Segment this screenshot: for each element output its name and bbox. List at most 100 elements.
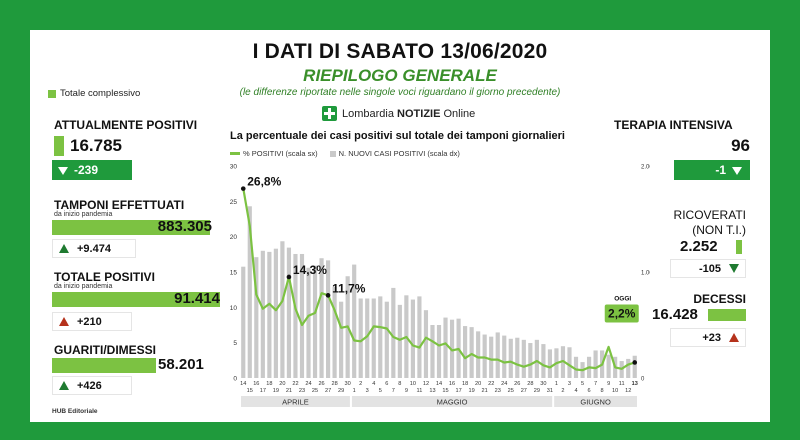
totale-positivi-label: TOTALE POSITIVI (54, 270, 155, 284)
x-tick-label: 1 (555, 381, 558, 387)
decessi-bar (708, 309, 746, 321)
bar-nuovi-casi (247, 206, 252, 378)
bar-nuovi-casi (378, 296, 383, 378)
y-right-tick-label: 1.000 (641, 271, 650, 277)
ricoverati-bar (736, 240, 742, 254)
chart-title: La percentuale dei casi positivi sul tot… (230, 130, 565, 142)
bar-nuovi-casi (573, 356, 579, 378)
y-right-tick-label: 2.000 (641, 165, 650, 171)
bar-nuovi-casi (482, 334, 487, 378)
x-tick-label: 11 (417, 388, 423, 394)
line-positivi-percent (242, 188, 636, 372)
x-tick-label: 1 (353, 388, 356, 394)
attualmente-positivi-label: ATTUALMENTE POSITIVI (54, 118, 198, 132)
x-tick-label: 2 (561, 388, 564, 394)
bar-nuovi-casi (521, 339, 526, 378)
x-tick-label: 15 (247, 388, 253, 394)
decessi-label: DECESSI (693, 292, 746, 306)
month-label: MAGGIO (437, 398, 468, 407)
bar-nuovi-casi (260, 250, 265, 378)
bar-nuovi-casi (384, 301, 389, 378)
bar-nuovi-casi (567, 347, 572, 378)
x-tick-label: 21 (286, 388, 292, 394)
bar-nuovi-casi (306, 267, 311, 378)
x-tick-label: 17 (260, 388, 266, 394)
bar-nuovi-casi (430, 325, 435, 378)
x-tick-label: 24 (305, 381, 311, 387)
attualmente-positivi-bar (54, 136, 64, 156)
arrow-up-icon (59, 244, 69, 253)
x-tick-label: 10 (612, 388, 618, 394)
x-tick-label: 6 (385, 381, 388, 387)
bar-nuovi-casi (593, 350, 598, 378)
x-tick-label: 22 (488, 381, 494, 387)
bar-nuovi-casi (319, 258, 324, 378)
y-left-tick-label: 25 (230, 199, 238, 206)
x-tick-label: 8 (601, 388, 604, 394)
month-label: APRILE (282, 398, 309, 407)
x-tick-label: 29 (338, 388, 344, 394)
y-left-tick-label: 15 (230, 270, 238, 277)
bar-nuovi-casi (463, 326, 468, 378)
y-left-tick-label: 30 (230, 164, 238, 171)
y-left-tick-label: 5 (233, 340, 237, 347)
bar-nuovi-casi (332, 286, 337, 378)
annotation-label: 11,7% (332, 281, 366, 295)
x-tick-label: 3 (366, 388, 369, 394)
x-tick-label: 7 (594, 381, 597, 387)
y-left-tick-label: 0 (233, 376, 237, 383)
tamponi-sub: da inizio pandemia (54, 211, 113, 218)
y-left-tick-label: 20 (230, 234, 238, 241)
terapia-value: 96 (731, 136, 750, 155)
totale-positivi-bar (52, 292, 220, 307)
bar-nuovi-casi (299, 253, 305, 378)
today-label: OGGI (614, 295, 631, 302)
x-tick-label: 20 (279, 381, 285, 387)
annotation-point (240, 186, 246, 191)
bar-nuovi-casi (508, 338, 513, 378)
terapia-label: TERAPIA INTENSIVA (614, 118, 733, 132)
x-tick-label: 19 (469, 388, 475, 394)
attualmente-positivi-delta: -239 (52, 160, 132, 180)
bar-nuovi-casi (489, 336, 494, 378)
bar-nuovi-casi (515, 337, 520, 378)
x-tick-label: 3 (568, 381, 571, 387)
ricoverati-label: RICOVERATI (673, 208, 746, 222)
bar-nuovi-casi (436, 325, 442, 378)
arrow-down-icon (58, 167, 68, 175)
guariti-value: 58.201 (158, 356, 204, 373)
legend-item-nuovi-casi: N. NUOVI CASI POSITIVI (scala dx) (329, 149, 460, 158)
x-tick-label: 10 (410, 381, 416, 387)
legend-bar-swatch (329, 150, 336, 157)
total-legend-swatch (48, 89, 56, 98)
x-tick-label: 29 (534, 388, 540, 394)
chart-legend: % POSITIVI (scala sx) N. NUOVI CASI POSI… (230, 149, 460, 158)
bar-nuovi-casi (273, 248, 278, 378)
today-badge (604, 304, 639, 323)
bar-nuovi-casi (352, 264, 357, 378)
bar-nuovi-casi (502, 335, 507, 378)
x-tick-label: 12 (423, 381, 429, 387)
x-tick-label: 13 (429, 388, 435, 394)
page-title: I DATI DI SABATO 13/06/2020 (252, 40, 548, 63)
bar-nuovi-casi (371, 298, 376, 378)
x-tick-label: 11 (619, 381, 625, 387)
x-tick-label: 18 (462, 381, 468, 387)
x-tick-label: 8 (398, 381, 401, 387)
bar-nuovi-casi (325, 260, 331, 378)
x-tick-label: 27 (521, 388, 527, 394)
bar-nuovi-casi (280, 241, 285, 378)
bar-nuovi-casi (443, 317, 448, 378)
bar-nuovi-casi (417, 296, 422, 378)
ricoverati-label-2: (NON T.I.) (692, 223, 746, 237)
x-tick-label: 16 (253, 381, 259, 387)
tamponi-delta: +9.474 (52, 239, 136, 258)
x-tick-label: 13 (632, 381, 638, 387)
x-tick-label: 28 (527, 381, 533, 387)
x-tick-label: 26 (318, 381, 324, 387)
arrow-down-icon (729, 264, 739, 273)
total-legend: Totale complessivo (48, 88, 140, 99)
attualmente-positivi-value: 16.785 (70, 136, 122, 155)
x-tick-label: 17 (455, 388, 461, 394)
guariti-bar (52, 358, 156, 373)
